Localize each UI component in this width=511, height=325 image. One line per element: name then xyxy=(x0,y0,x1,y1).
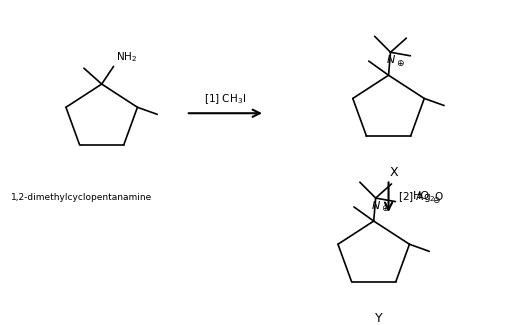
Text: X: X xyxy=(389,166,398,179)
Text: Y: Y xyxy=(375,312,382,325)
Text: [2] Ag$_2$O: [2] Ag$_2$O xyxy=(399,190,445,204)
Text: HO: HO xyxy=(413,191,430,201)
Text: N: N xyxy=(386,55,394,65)
Text: [1] CH$_3$I: [1] CH$_3$I xyxy=(204,92,246,106)
Text: $\oplus$: $\oplus$ xyxy=(381,203,390,214)
Text: $\ominus$: $\ominus$ xyxy=(432,195,441,205)
Text: NH$_2$: NH$_2$ xyxy=(115,50,136,64)
Text: N: N xyxy=(371,201,380,211)
Text: 1,2-dimethylcyclopentanamine: 1,2-dimethylcyclopentanamine xyxy=(11,193,152,202)
Text: $\oplus$: $\oplus$ xyxy=(396,58,405,68)
